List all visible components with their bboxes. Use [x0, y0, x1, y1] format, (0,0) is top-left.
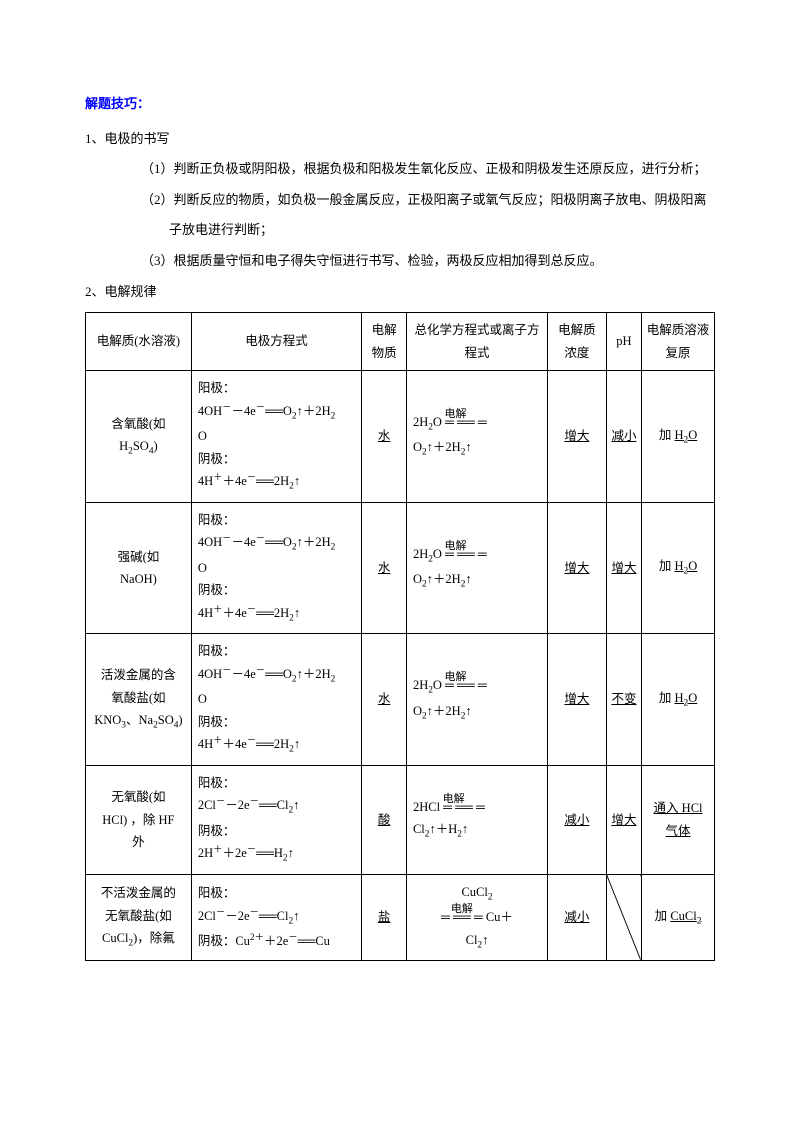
- cell-electrode: 阳极： 4OH－－4e－══O2↑＋2H2O 阴极： 4H＋＋4e－══2H2↑: [191, 634, 361, 766]
- cell-conc: 减小: [548, 765, 607, 874]
- th-restore: 电解质溶液复原: [642, 313, 715, 371]
- sub-item-3: （3）根据质量守恒和电子得失守恒进行书写、检验，两极反应相加得到总反应。: [85, 247, 715, 276]
- table-row: 含氧酸(如H2SO4) 阳极： 4OH－－4e－══O2↑＋2H2O 阴极： 4…: [86, 371, 715, 503]
- table-row: 强碱(如NaOH) 阳极： 4OH－－4e－══O2↑＋2H2O 阴极： 4H＋…: [86, 502, 715, 634]
- table-row: 不活泼金属的无氧酸盐(如CuCl2)，除氟 阳极： 2Cl－－2e－══Cl2↑…: [86, 874, 715, 960]
- sub-item-2b: 子放电进行判断；: [85, 216, 715, 245]
- cell-conc: 增大: [548, 634, 607, 766]
- cell-ph: 减小: [606, 371, 641, 503]
- table-header-row: 电解质(水溶液) 电极方程式 电解物质 总化学方程式或离子方程式 电解质浓度 p…: [86, 313, 715, 371]
- cell-conc: 增大: [548, 371, 607, 503]
- cell-restore: 通入 HCl气体: [642, 765, 715, 874]
- table-row: 活泼金属的含氧酸盐(如KNO3、Na2SO4) 阳极： 4OH－－4e－══O2…: [86, 634, 715, 766]
- cell-substance: 水: [362, 634, 407, 766]
- section-heading: 解题技巧：: [85, 90, 715, 119]
- cell-name: 强碱(如NaOH): [86, 502, 192, 634]
- cell-total-eq: 2HCl ═ ═电解═ ═Cl2↑＋H2↑: [406, 765, 547, 874]
- cell-restore: 加 CuCl2: [642, 874, 715, 960]
- th-substance: 电解物质: [362, 313, 407, 371]
- sub-item-2a: （2）判断反应的物质，如负极一般金属反应，正极阳离子或氧气反应；阳极阴离子放电、…: [85, 186, 715, 215]
- cell-substance: 酸: [362, 765, 407, 874]
- cell-conc: 减小: [548, 874, 607, 960]
- cell-ph: 增大: [606, 502, 641, 634]
- th-concentration: 电解质浓度: [548, 313, 607, 371]
- cell-name: 含氧酸(如H2SO4): [86, 371, 192, 503]
- cell-conc: 增大: [548, 502, 607, 634]
- electrolysis-table: 电解质(水溶液) 电极方程式 电解物质 总化学方程式或离子方程式 电解质浓度 p…: [85, 312, 715, 961]
- cell-restore: 加 H2O: [642, 502, 715, 634]
- cell-name: 无氧酸(如HCl) ，除 HF外: [86, 765, 192, 874]
- cell-total-eq: CuCl2═ ═电解═ ═ Cu＋Cl2↑: [406, 874, 547, 960]
- cell-name: 不活泼金属的无氧酸盐(如CuCl2)，除氟: [86, 874, 192, 960]
- cell-total-eq: 2H2O ═ ═电解═ ═O2↑＋2H2↑: [406, 371, 547, 503]
- sub-item-1: （1）判断正负极或阴阳极，根据负极和阳极发生氧化反应、正极和阴极发生还原反应，进…: [85, 155, 715, 184]
- cell-substance: 盐: [362, 874, 407, 960]
- cell-restore: 加 H2O: [642, 371, 715, 503]
- cell-substance: 水: [362, 371, 407, 503]
- cell-electrode: 阳极： 4OH－－4e－══O2↑＋2H2O 阴极： 4H＋＋4e－══2H2↑: [191, 371, 361, 503]
- th-total-eq: 总化学方程式或离子方程式: [406, 313, 547, 371]
- cell-ph-diag: [606, 874, 641, 960]
- cell-name: 活泼金属的含氧酸盐(如KNO3、Na2SO4): [86, 634, 192, 766]
- cell-restore: 加 H2O: [642, 634, 715, 766]
- cell-substance: 水: [362, 502, 407, 634]
- item-1: 1、电极的书写: [85, 125, 715, 154]
- cell-total-eq: 2H2O ═ ═电解═ ═O2↑＋2H2↑: [406, 502, 547, 634]
- cell-total-eq: 2H2O ═ ═电解═ ═O2↑＋2H2↑: [406, 634, 547, 766]
- table-row: 无氧酸(如HCl) ，除 HF外 阳极： 2Cl－－2e－══Cl2↑ 阴极： …: [86, 765, 715, 874]
- cell-ph: 增大: [606, 765, 641, 874]
- th-electrolyte: 电解质(水溶液): [86, 313, 192, 371]
- cell-ph: 不变: [606, 634, 641, 766]
- item-2: 2、电解规律: [85, 278, 715, 307]
- cell-electrode: 阳极： 2Cl－－2e－══Cl2↑ 阴极：Cu2＋＋2e－══Cu: [191, 874, 361, 960]
- cell-electrode: 阳极： 4OH－－4e－══O2↑＋2H2O 阴极： 4H＋＋4e－══2H2↑: [191, 502, 361, 634]
- th-ph: pH: [606, 313, 641, 371]
- cell-electrode: 阳极： 2Cl－－2e－══Cl2↑ 阴极： 2H＋＋2e－══H2↑: [191, 765, 361, 874]
- th-electrode-eq: 电极方程式: [191, 313, 361, 371]
